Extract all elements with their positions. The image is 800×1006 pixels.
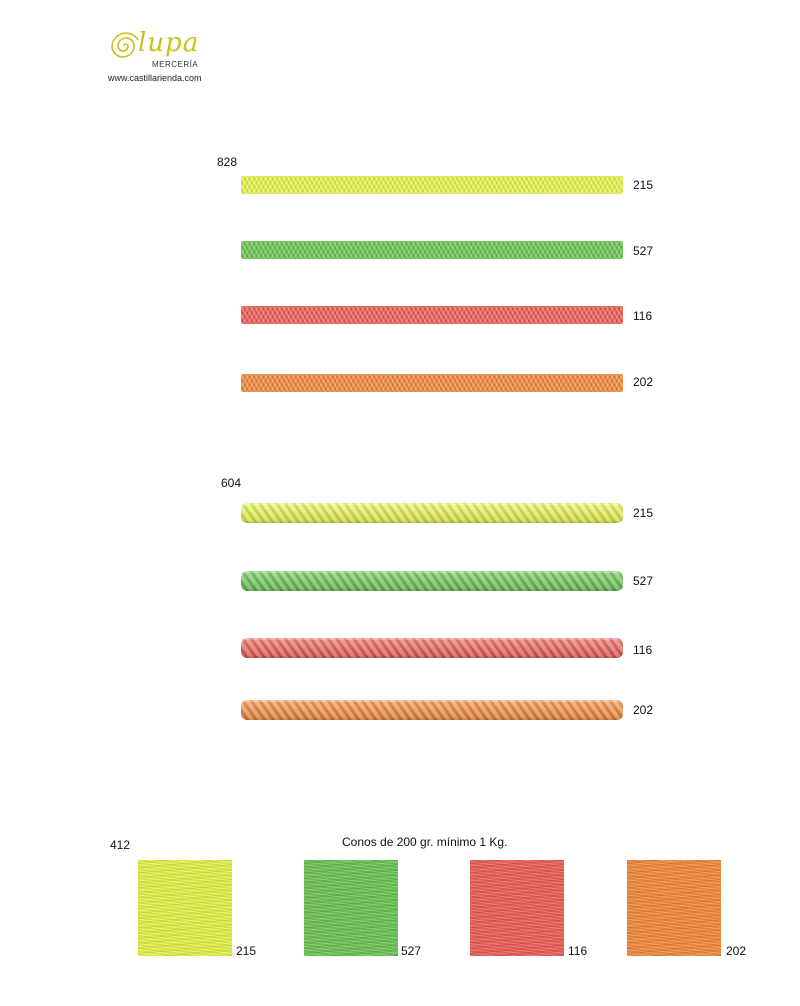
cone-swatch-215 xyxy=(138,860,232,956)
brand-subtitle: MERCERÍA xyxy=(152,60,199,69)
cord-604-215 xyxy=(241,503,623,523)
color-number: 202 xyxy=(726,944,747,958)
color-number: 527 xyxy=(633,574,654,588)
cord-604-527 xyxy=(241,571,623,591)
cone-swatch-116 xyxy=(470,860,564,956)
cone-swatch-202 xyxy=(627,860,721,956)
color-number: 116 xyxy=(633,309,653,323)
brand-logo: lupa MERCERÍA xyxy=(108,24,218,88)
spiral-logo-icon xyxy=(111,32,139,58)
cord-828-116 xyxy=(241,306,623,324)
color-number: 215 xyxy=(633,178,654,192)
cord-828-527 xyxy=(241,241,623,259)
cone-swatch-527 xyxy=(304,860,398,956)
cord-828-215 xyxy=(241,176,623,194)
color-number: 215 xyxy=(633,506,654,520)
cord-828-202 xyxy=(241,374,623,392)
color-number: 116 xyxy=(633,643,653,657)
cord-604-202 xyxy=(241,700,623,720)
section-604-code: 604 xyxy=(221,476,242,490)
color-number: 202 xyxy=(633,375,654,389)
section-412-code: 412 xyxy=(110,838,131,852)
section-828-code: 828 xyxy=(217,155,238,169)
color-number: 215 xyxy=(236,944,257,958)
cord-604-116 xyxy=(241,638,623,658)
brand-script: lupa xyxy=(138,28,200,58)
color-number: 116 xyxy=(568,944,588,958)
color-number: 527 xyxy=(633,244,654,258)
cone-caption: Conos de 200 gr. mínimo 1 Kg. xyxy=(342,835,508,849)
color-number: 527 xyxy=(401,944,422,958)
website-link[interactable]: www.castillarienda.com xyxy=(108,73,202,83)
color-number: 202 xyxy=(633,703,654,717)
